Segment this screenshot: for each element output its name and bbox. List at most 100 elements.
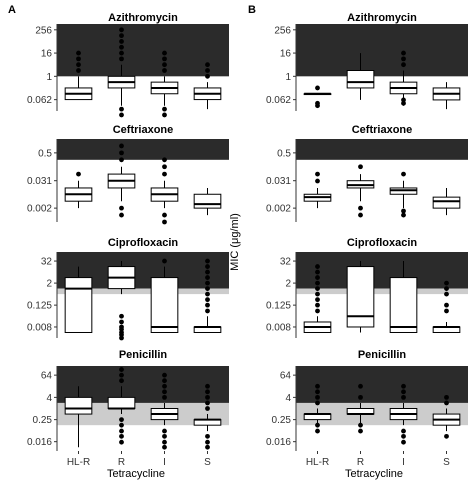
outlier-point — [315, 422, 320, 428]
outlier-point — [205, 280, 210, 286]
outlier-point — [205, 62, 210, 68]
box-hl-r — [303, 171, 332, 209]
y-tick-label: 16 — [280, 49, 292, 60]
outlier-point — [401, 394, 406, 400]
iqr-box — [150, 277, 179, 333]
outlier-point — [401, 212, 406, 218]
outlier-point — [119, 324, 124, 330]
outlier-point — [162, 112, 167, 118]
box-i — [389, 261, 418, 333]
y-tick-label: 0.062 — [266, 95, 291, 106]
y-tick-label: 0.062 — [27, 95, 52, 106]
outlier-point — [205, 68, 210, 73]
y-tick-label: 256 — [274, 25, 291, 36]
outlier-point — [205, 400, 210, 406]
y-tick-label: 0.002 — [27, 204, 52, 215]
outlier-point — [162, 219, 167, 225]
outlier-point — [162, 394, 167, 400]
outlier-point — [119, 378, 124, 384]
box-i — [150, 50, 179, 118]
outlier-point — [444, 394, 449, 400]
outlier-point — [162, 383, 167, 389]
x-tick-label: S — [443, 457, 450, 468]
outlier-point — [401, 433, 406, 439]
outlier-point — [162, 164, 167, 170]
resistant-band — [57, 366, 229, 403]
x-tick-label: I — [402, 457, 405, 468]
panel-title: Azithromycin — [108, 12, 178, 24]
x-tick-label: S — [204, 457, 211, 468]
outlier-point — [119, 319, 124, 325]
box-s — [193, 62, 222, 110]
outlier-point — [315, 291, 320, 297]
y-tick-label: 0.008 — [266, 322, 291, 333]
box-hl-r — [303, 264, 332, 333]
outlier-point — [76, 68, 81, 73]
outlier-point — [205, 389, 210, 395]
iqr-box — [64, 396, 93, 415]
outlier-point — [76, 171, 81, 177]
x-axis-label-right: Tetracycline — [345, 468, 403, 480]
x-tick-label: HL-R — [306, 457, 329, 468]
outlier-point — [401, 97, 406, 103]
outlier-point — [315, 85, 320, 91]
outlier-point — [358, 394, 363, 400]
y-tick-label: 32 — [280, 257, 292, 268]
outlier-point — [76, 50, 81, 56]
outlier-point — [76, 56, 81, 62]
y-tick-label: 4 — [285, 393, 291, 404]
outlier-point — [119, 112, 124, 118]
intermediate-band — [296, 288, 468, 295]
x-tick-label: R — [357, 457, 364, 468]
panel-b-azithromycin: Azithromycin 256 16 1 0.062 — [266, 12, 468, 111]
panel-title: Ceftriaxone — [352, 124, 413, 136]
outlier-point — [119, 212, 124, 218]
x-tick-label: HL-R — [67, 457, 90, 468]
outlier-point — [315, 100, 320, 106]
y-tick-label: 256 — [35, 25, 52, 36]
panel-label-b: B — [248, 4, 256, 16]
outlier-point — [315, 264, 320, 269]
box-i — [389, 383, 418, 445]
x-axis-label-left: Tetracycline — [107, 468, 165, 480]
box-i — [150, 372, 179, 450]
outlier-point — [205, 291, 210, 297]
outlier-point — [205, 433, 210, 439]
outlier-point — [444, 400, 449, 406]
box-r — [346, 164, 375, 218]
outlier-point — [401, 439, 406, 445]
box-hl-r — [303, 85, 332, 109]
box-i — [389, 50, 418, 106]
outlier-point — [162, 106, 167, 112]
outlier-point — [315, 400, 320, 406]
outlier-point — [205, 308, 210, 314]
box-hl-r — [64, 50, 93, 101]
iqr-box — [64, 277, 93, 333]
resistant-band — [57, 24, 229, 77]
outlier-point — [401, 171, 406, 177]
box-hl-r — [64, 171, 93, 209]
box-r — [107, 367, 136, 445]
outlier-point — [315, 389, 320, 395]
outlier-point — [444, 302, 449, 308]
outlier-point — [119, 433, 124, 439]
outlier-point — [315, 171, 320, 177]
y-axis-label: MIC (μg/ml) — [229, 213, 241, 271]
outlier-point — [162, 428, 167, 434]
outlier-point — [205, 258, 210, 264]
y-tick-label: 1 — [285, 72, 291, 83]
y-tick-label: 0.125 — [266, 301, 291, 312]
y-tick-label: 64 — [41, 371, 53, 382]
outlier-point — [205, 383, 210, 389]
outlier-point — [401, 208, 406, 214]
y-tick-label: 0.002 — [266, 204, 291, 215]
outlier-point — [205, 394, 210, 400]
y-tick-label: 0.008 — [27, 322, 52, 333]
iqr-box — [346, 70, 375, 89]
box-s — [432, 394, 461, 439]
panel-b-penicillin: Penicillin 64 4 0.25 0.016 HL-R R I S — [266, 349, 468, 468]
y-tick-label: 64 — [280, 371, 292, 382]
outlier-point — [205, 286, 210, 292]
outlier-point — [205, 406, 210, 411]
